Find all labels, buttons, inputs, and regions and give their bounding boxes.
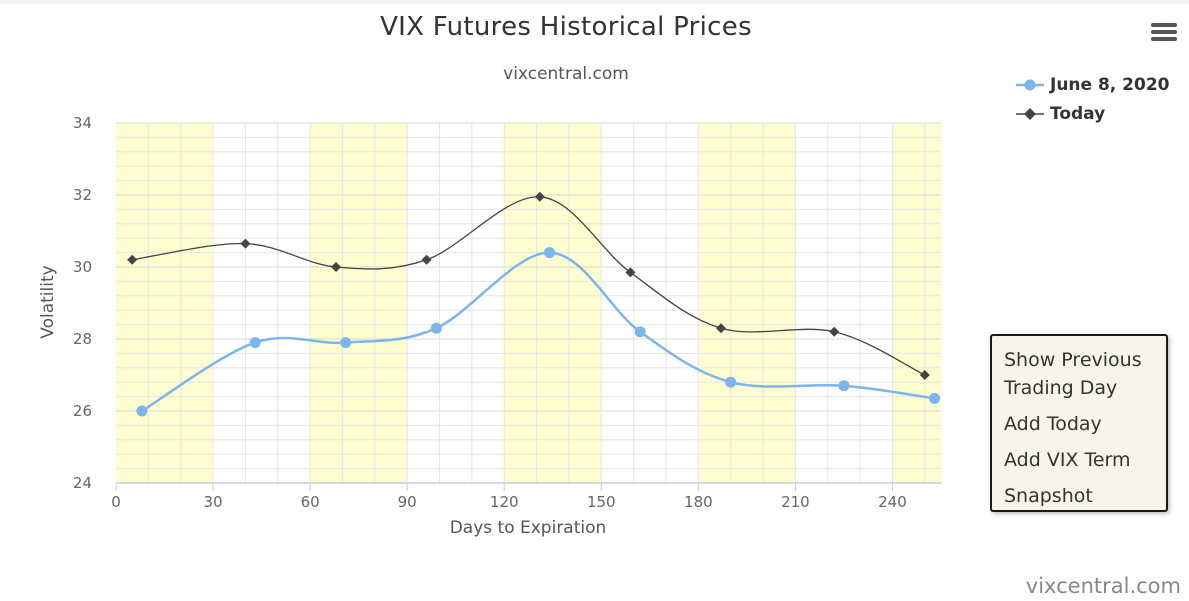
chart-subtitle: vixcentral.com <box>503 64 629 84</box>
y-tick-label: 26 <box>73 402 92 420</box>
data-point <box>331 262 341 272</box>
top-border <box>0 0 1189 4</box>
menu-bar <box>1151 30 1177 34</box>
y-tick-label: 32 <box>73 186 92 204</box>
legend-label: June 8, 2020 <box>1050 74 1170 95</box>
y-tick-label: 34 <box>73 114 92 132</box>
x-tick-label: 0 <box>111 493 121 511</box>
data-point <box>625 267 636 278</box>
credit-link[interactable]: vixcentral.com <box>1025 574 1181 598</box>
data-point <box>136 405 148 417</box>
legend-circle-marker-icon <box>1016 79 1044 90</box>
data-point <box>829 326 840 337</box>
expiration-band <box>698 123 796 483</box>
data-point <box>127 254 138 265</box>
menu-bar <box>1151 23 1177 27</box>
data-point <box>340 337 352 349</box>
x-tick-label: 210 <box>781 493 810 511</box>
data-point <box>249 337 261 349</box>
legend: June 8, 2020 Today <box>1016 70 1170 128</box>
x-tick-label: 60 <box>301 493 320 511</box>
expiration-band <box>892 123 941 483</box>
legend-diamond-marker-icon <box>1016 107 1044 120</box>
x-tick-label: 150 <box>587 493 616 511</box>
menu-item-add-today[interactable]: Add Today <box>1004 413 1102 435</box>
chart-title: VIX Futures Historical Prices <box>380 12 752 42</box>
menu-bar <box>1151 37 1177 41</box>
x-tick-label: 30 <box>204 493 223 511</box>
x-tick-label: 90 <box>398 493 417 511</box>
legend-label: Today <box>1050 103 1106 124</box>
data-point <box>240 238 251 249</box>
export-context-menu: Show Previous Trading Day Add Today Add … <box>990 334 1168 512</box>
data-point <box>929 392 941 404</box>
data-point <box>716 323 726 334</box>
expiration-band <box>504 123 602 483</box>
data-point <box>725 376 737 388</box>
y-tick-label: 30 <box>73 258 92 276</box>
data-point <box>544 247 556 259</box>
menu-item-snapshot[interactable]: Snapshot <box>1004 485 1093 507</box>
data-point <box>919 370 930 380</box>
y-tick-label: 24 <box>73 474 92 492</box>
legend-item-june-8-2020[interactable]: June 8, 2020 <box>1016 70 1170 99</box>
data-point <box>534 191 545 202</box>
expiration-band <box>310 123 408 483</box>
data-point <box>421 254 432 265</box>
expiration-band <box>116 123 214 483</box>
x-axis-title: Days to Expiration <box>449 518 607 538</box>
data-point <box>430 322 442 334</box>
legend-item-today[interactable]: Today <box>1016 99 1170 128</box>
hamburger-menu-icon[interactable] <box>1148 20 1180 50</box>
x-tick-label: 240 <box>878 493 907 511</box>
x-tick-label: 120 <box>490 493 519 511</box>
y-axis-title: Volatility <box>38 265 58 339</box>
menu-item-show-previous-trading-day[interactable]: Show Previous Trading Day <box>1004 349 1142 399</box>
menu-item-add-vix-term[interactable]: Add VIX Term <box>1004 449 1131 471</box>
y-tick-label: 28 <box>73 330 92 348</box>
x-tick-label: 180 <box>684 493 713 511</box>
data-point <box>634 326 646 338</box>
data-point <box>838 380 850 392</box>
